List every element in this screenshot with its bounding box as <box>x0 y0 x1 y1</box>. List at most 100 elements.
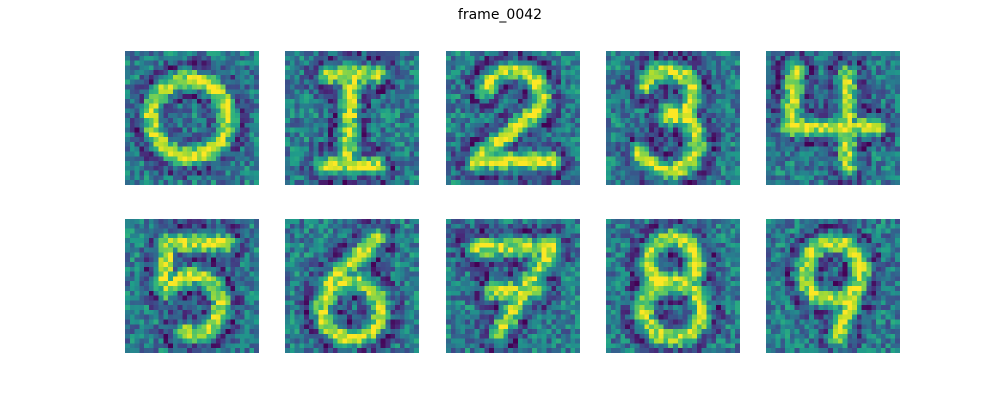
heatmap-cell <box>625 84 631 90</box>
heatmap-cell <box>541 74 547 80</box>
heatmap-cell <box>852 165 858 171</box>
heatmap-cell <box>399 233 405 239</box>
heatmap-cell <box>177 108 183 114</box>
heatmap-cell <box>668 60 674 66</box>
heatmap-cell <box>299 55 305 61</box>
heatmap-cell <box>220 122 226 128</box>
heatmap-cell <box>299 175 305 181</box>
heatmap-cell <box>842 65 848 71</box>
heatmap-cell <box>235 295 240 301</box>
heatmap-cell <box>861 151 867 157</box>
heatmap-cell <box>332 223 338 229</box>
heatmap-cell <box>294 103 300 109</box>
heatmap-cell <box>153 137 159 143</box>
heatmap-cell <box>361 127 367 133</box>
heatmap-cell <box>342 113 348 119</box>
heatmap-cell <box>294 175 300 181</box>
heatmap-cell <box>134 290 140 296</box>
heatmap-cell <box>323 74 329 80</box>
heatmap-cell <box>546 89 552 95</box>
heatmap-cell <box>375 156 381 162</box>
heatmap-cell <box>804 175 810 181</box>
heatmap-cell <box>775 108 781 114</box>
heatmap-cell <box>527 122 533 128</box>
heatmap-cell <box>789 122 795 128</box>
heatmap-cell <box>687 165 693 171</box>
heatmap-cell <box>785 146 791 152</box>
heatmap-cell <box>639 180 645 185</box>
heatmap-cell <box>536 103 542 109</box>
heatmap-cell <box>187 338 193 344</box>
heatmap-cell <box>606 132 611 138</box>
heatmap-cell <box>489 118 494 123</box>
heatmap-cell <box>546 137 552 143</box>
heatmap-cell <box>794 65 800 71</box>
heatmap-cell <box>828 60 834 66</box>
heatmap-cell <box>196 271 202 277</box>
heatmap-cell <box>658 84 664 90</box>
heatmap-cell <box>249 290 255 296</box>
heatmap-cell <box>847 146 853 152</box>
heatmap-cell <box>299 51 305 56</box>
heatmap-cell <box>294 113 300 119</box>
heatmap-cell <box>163 290 169 296</box>
heatmap-cell <box>304 170 310 176</box>
heatmap-cell <box>134 98 140 104</box>
heatmap-cell <box>804 60 810 66</box>
heatmap-cell <box>785 118 791 123</box>
heatmap-cell <box>484 141 490 147</box>
heatmap-cell <box>565 70 571 76</box>
heatmap-cell <box>856 84 862 90</box>
heatmap-cell <box>230 343 236 349</box>
heatmap-cell <box>720 79 726 85</box>
heatmap-cell <box>375 141 381 147</box>
heatmap-cell <box>249 98 255 104</box>
heatmap-cell <box>414 146 419 152</box>
heatmap-cell <box>730 122 736 128</box>
heatmap-cell <box>706 146 712 152</box>
heatmap-cell <box>144 141 150 147</box>
heatmap-cell <box>895 74 900 80</box>
heatmap-cell <box>249 219 255 224</box>
heatmap-cell <box>842 137 848 143</box>
heatmap-cell <box>513 132 518 138</box>
heatmap-cell <box>366 151 372 157</box>
heatmap-cell <box>356 223 362 229</box>
heatmap-cell <box>551 122 557 128</box>
heatmap-cell <box>215 127 221 133</box>
heatmap-cell <box>455 156 461 162</box>
heatmap-cell <box>139 223 145 229</box>
heatmap-cell <box>460 113 466 119</box>
heatmap-cell <box>404 89 410 95</box>
heatmap-cell <box>201 175 207 181</box>
heatmap-cell <box>625 79 631 85</box>
heatmap-cell <box>153 348 159 353</box>
heatmap-cell <box>551 180 557 185</box>
heatmap-cell <box>455 70 461 76</box>
heatmap-cell <box>479 146 485 152</box>
heatmap-cell <box>249 238 255 244</box>
heatmap-cell <box>356 165 362 171</box>
heatmap-cell <box>177 170 183 176</box>
heatmap-cell <box>634 98 640 104</box>
heatmap-cell <box>474 127 480 133</box>
heatmap-cell <box>517 79 523 85</box>
heatmap-cell <box>794 51 800 56</box>
heatmap-cell <box>565 94 571 99</box>
heatmap-cell <box>673 161 678 166</box>
heatmap-cell <box>239 98 245 104</box>
heatmap-cell <box>606 84 611 90</box>
heatmap-cell <box>414 156 419 162</box>
heatmap-cell <box>513 103 518 109</box>
heatmap-cell <box>129 219 135 224</box>
heatmap-cell <box>866 165 872 171</box>
heatmap-cell <box>469 70 475 76</box>
heatmap-cell <box>220 98 226 104</box>
heatmap-cell <box>294 223 300 229</box>
heatmap-cell <box>225 108 231 114</box>
heatmap-cell <box>168 84 173 90</box>
heatmap-cell <box>565 180 571 185</box>
heatmap-cell <box>144 79 150 85</box>
heatmap-cell <box>201 108 207 114</box>
heatmap-cell <box>560 51 566 56</box>
